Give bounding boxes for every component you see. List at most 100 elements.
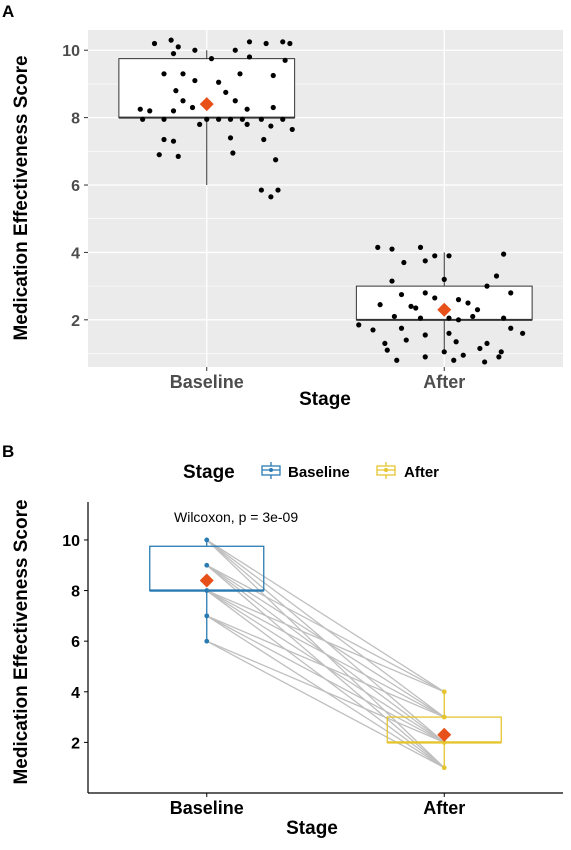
data-point-after [441,689,447,695]
data-point-after [441,276,447,282]
data-point-after [451,357,457,363]
panel-b-x-ticks: Baseline After [170,793,465,818]
y-tick-label: 8 [71,111,80,128]
data-point-baseline [280,116,286,122]
data-point-baseline [147,108,153,114]
pair-line [206,640,445,743]
data-point-after [441,739,447,745]
data-point-after [389,278,395,284]
data-point-after [474,307,481,313]
data-point-baseline [230,150,236,156]
data-point-baseline [180,71,186,77]
pair-line [206,564,445,693]
data-point-after [394,357,400,363]
data-point-after [501,315,507,321]
legend-key-point [269,468,273,472]
y-tick-label: 4 [71,245,80,262]
data-point-baseline [232,98,238,104]
data-point-after [446,330,452,336]
data-point-baseline [239,116,245,122]
data-point-baseline [227,116,234,122]
data-point-baseline [261,136,267,143]
y-tick-label: 8 [71,584,80,601]
panel-a-y-ticks: 2 4 6 8 10 [62,43,88,330]
data-point-baseline [244,121,250,127]
data-point-after [455,317,462,323]
data-point-baseline [270,104,276,111]
data-point-after [398,291,405,298]
data-point-after [377,302,383,308]
panel-a-x-ticks: Baseline After [170,367,465,392]
pair-line [206,589,445,718]
pair-line [206,539,445,693]
panel-b-points [204,537,447,771]
data-point-after [413,305,419,311]
data-point-baseline [161,136,167,143]
data-point-baseline [204,562,210,568]
data-point-after [408,303,414,309]
legend-key-after [376,462,396,479]
mean-marker-after [437,302,452,317]
y-tick-label: 6 [71,634,80,651]
data-point-after [496,354,502,360]
legend-label-baseline: Baseline [288,464,350,481]
pair-line [206,615,445,743]
data-point-baseline [268,123,274,129]
data-point-baseline [204,638,210,644]
data-point-baseline [270,72,276,79]
data-point-after [501,251,507,257]
y-tick-label: 2 [71,313,80,330]
panel-b-pair-lines [206,539,445,769]
data-point-after [401,259,407,266]
data-point-baseline [173,88,179,94]
data-point-baseline [246,54,253,60]
data-point-baseline [208,56,215,62]
data-point-baseline [161,71,167,77]
data-point-baseline [192,77,198,84]
wilcoxon-annotation: Wilcoxon, p = 3e-09 [174,509,298,525]
data-point-after [432,253,438,259]
y-tick-label: 6 [71,178,80,195]
data-point-baseline [216,79,222,85]
data-point-after [460,352,466,358]
data-point-baseline [246,39,253,45]
data-point-after [417,315,424,321]
legend-label-after: After [404,464,439,481]
data-point-baseline [192,47,198,53]
mean-marker-baseline [199,573,214,588]
panel-a-x-axis-title: Stage [299,389,351,410]
data-point-baseline [151,40,158,47]
legend-item-baseline: Baseline [261,462,350,481]
data-point-after [508,290,514,296]
data-point-baseline [204,588,210,593]
data-point-after [441,714,447,720]
data-point-baseline [280,39,286,45]
data-point-after [446,253,452,259]
data-point-baseline [170,108,177,114]
panel-b-y-axis-title: Medication Effectiveness Score [11,499,32,784]
data-point-baseline [258,187,264,193]
data-point-baseline [175,44,181,50]
panel-b-means [199,573,452,742]
data-point-baseline [289,126,295,133]
data-point-baseline [273,157,279,163]
data-point-after [391,313,397,320]
data-point-baseline [282,57,288,63]
data-point-baseline [137,106,143,112]
x-tick-label: After [423,798,465,818]
panel-a-label: A [2,2,14,21]
x-tick-label: Baseline [170,798,244,818]
data-point-baseline [258,116,264,122]
data-point-baseline [189,104,196,111]
data-point-baseline [204,613,210,619]
mean-marker-baseline [199,97,214,112]
data-point-baseline [227,135,234,141]
y-tick-label: 2 [71,735,80,752]
data-point-after [375,244,381,250]
data-point-baseline [170,138,177,144]
panel-a-points [137,37,526,365]
panel-b-legend-title: Stage [183,462,235,483]
mean-marker-after [437,727,452,742]
panel-a-y-axis-title: Medication Effectiveness Score [11,55,32,340]
